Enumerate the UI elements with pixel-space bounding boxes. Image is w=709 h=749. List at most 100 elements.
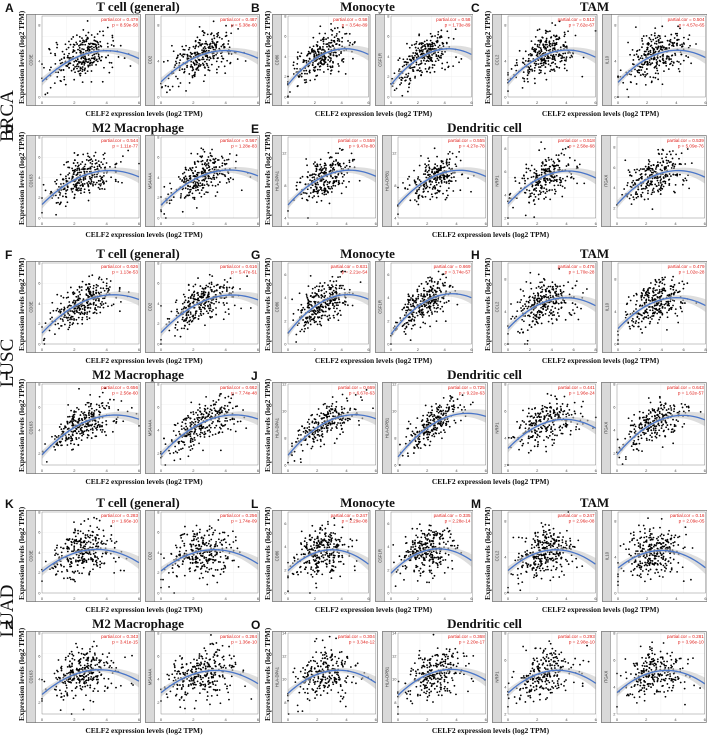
x-tick-label: 0: [507, 347, 510, 352]
y-tick-label: 8: [157, 135, 160, 139]
y-axis-label: Expression levels (log2 TPM): [17, 627, 26, 721]
gene-label: CD86: [275, 54, 280, 65]
panel-title: M2 Macrophage: [92, 120, 184, 135]
y-tick-label: 4: [504, 684, 507, 689]
y-tick-label: 8: [394, 435, 397, 440]
x-axis-label: CELF2 expression levels (log2 TPM): [314, 356, 433, 365]
p-value-label: p = 1.13e-53: [112, 270, 138, 275]
x-tick-label: 4: [565, 221, 568, 226]
partial-cor-label: partial.cor = 0.643: [667, 385, 704, 390]
p-value-label: p = 2.98e-10: [568, 640, 594, 645]
fit-line: [160, 49, 259, 83]
y-tick-label: 8: [157, 382, 160, 386]
gene-strip: [601, 631, 611, 723]
y-tick-label: 2: [504, 215, 507, 220]
gene-label: IL10: [604, 551, 609, 560]
x-tick-label: 2: [192, 347, 195, 352]
partial-cor-label: partial.cor = 0.512: [558, 17, 595, 22]
y-tick-label: 4: [284, 215, 287, 220]
fit-line: [507, 170, 596, 205]
gene-strip: [374, 510, 385, 602]
fit-line: [287, 169, 377, 206]
x-tick-label: 6: [682, 347, 685, 352]
partial-cor-label: partial.cor = 0.504: [667, 17, 704, 22]
x-tick-label: 6: [594, 596, 597, 601]
partial-cor-label: partial.cor = 0.368: [448, 634, 485, 639]
y-tick-label: 2: [157, 195, 160, 200]
y-tick-label: 8: [504, 631, 507, 635]
x-tick-label: 6: [367, 347, 370, 352]
x-tick-label: 0: [506, 717, 509, 722]
panel-letter: N: [5, 618, 14, 632]
x-axis-label: CELF2 expression levels (log2 TPM): [541, 109, 660, 118]
x-tick-label: 2: [416, 347, 419, 352]
p-value-label: p = 1.02e-28: [678, 270, 704, 275]
x-tick-label: 0: [41, 221, 44, 226]
x-tick-label: 6: [470, 100, 473, 105]
x-tick-label: 6: [470, 596, 473, 601]
y-tick-label: 8: [284, 183, 287, 188]
partial-cor-label: partial.cor = 0.631: [331, 264, 368, 269]
y-tick-label: 8: [157, 510, 160, 514]
x-tick-label: 4: [225, 221, 228, 226]
y-tick-label: 6: [284, 521, 287, 526]
y-tick-label: 4: [614, 684, 617, 689]
x-tick-label: 6: [484, 221, 487, 226]
p-value-label: p = 5.38e-60: [231, 23, 257, 28]
scatter-points: [160, 392, 248, 466]
x-tick-label: 6: [704, 717, 707, 722]
gene-label: CD2: [148, 551, 153, 560]
gene-strip: [491, 135, 502, 227]
gene-label: ITGAX: [604, 422, 609, 435]
x-tick-label: 0: [287, 468, 290, 473]
x-tick-label: 2: [646, 100, 649, 105]
y-tick-label: 2: [504, 711, 507, 716]
x-tick-label: 4: [341, 347, 344, 352]
y-tick-label: 8: [38, 510, 41, 514]
gene-strip: [491, 631, 502, 723]
y-tick-label: 4: [38, 677, 41, 682]
x-tick-label: 0: [397, 221, 400, 226]
y-tick-label: 2: [157, 700, 160, 705]
panel-title: M2 Macrophage: [92, 367, 184, 382]
x-tick-label: 2: [314, 347, 317, 352]
x-axis-label: CELF2 expression levels (log2 TPM): [431, 726, 550, 735]
x-tick-label: 2: [426, 221, 429, 226]
scatter-points: [507, 511, 584, 594]
x-tick-label: 4: [443, 100, 446, 105]
gene-label: NRP1: [494, 422, 499, 434]
gene-strip: [26, 631, 36, 723]
y-tick-label: 6: [394, 462, 397, 467]
confidence-band: [161, 547, 258, 576]
fit-line: [397, 412, 486, 458]
y-tick-label: 4: [387, 295, 390, 300]
y-axis-label: Expression levels (log2 TPM): [263, 10, 272, 104]
partial-cor-label: partial.cor = 0.335: [433, 513, 470, 518]
fit-line: [287, 414, 376, 456]
gene-label: IL10: [604, 55, 609, 64]
x-tick-label: 2: [536, 468, 539, 473]
scatter-subplot: CSF1R 0 2 4 6 0 2 4 6 8 partial.cor = 0.58p = 1.73…: [374, 14, 473, 106]
gene-label: CD163: [29, 670, 34, 684]
partial-cor-label: partial.cor = 0.616: [220, 264, 257, 269]
y-tick-label: 8: [394, 183, 397, 188]
gene-label: MS4A4A: [148, 669, 153, 686]
panel-letter: I: [5, 369, 9, 383]
y-tick-label: 0: [157, 341, 160, 346]
y-tick-label: 2: [284, 318, 287, 323]
gene-label: CD3E: [29, 301, 34, 312]
p-value-label: p = 9.47e-80: [349, 144, 375, 149]
gene-label: HLA-DPA1: [275, 417, 280, 438]
x-tick-label: 0: [160, 100, 163, 105]
y-tick-label: 0: [387, 94, 390, 99]
x-tick-label: 4: [455, 717, 458, 722]
gene-strip: [272, 510, 282, 602]
y-tick-label: 6: [38, 405, 41, 410]
y-tick-label: 2: [387, 74, 390, 79]
y-tick-label: 8: [504, 382, 507, 386]
partial-cor-label: partial.cor = 0.283: [101, 513, 138, 518]
gene-strip: [145, 382, 155, 474]
